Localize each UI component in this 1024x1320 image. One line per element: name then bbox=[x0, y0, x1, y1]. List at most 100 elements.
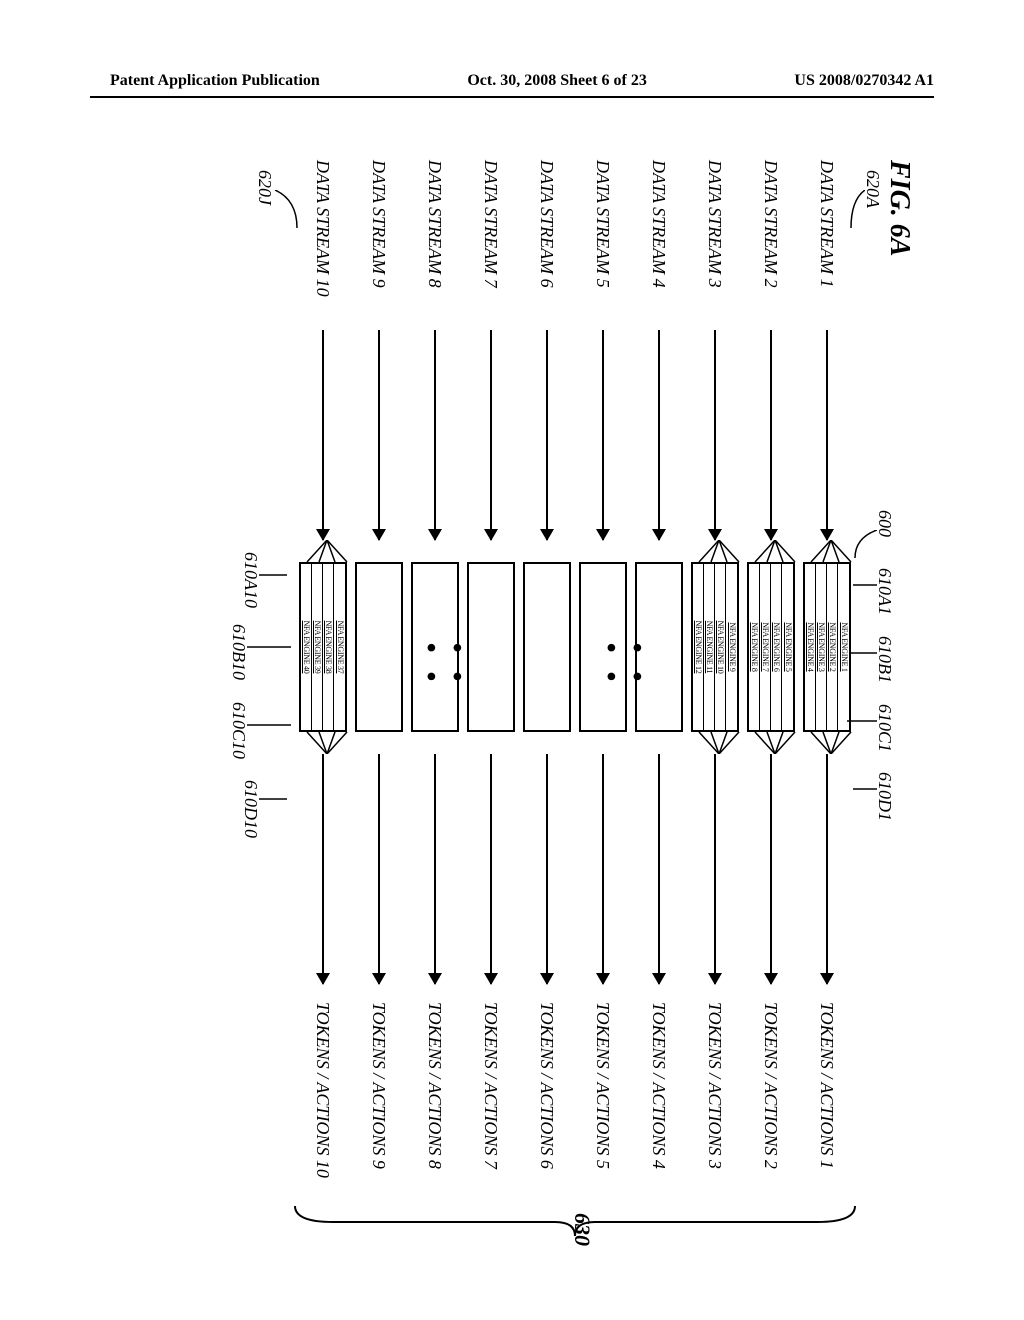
arrow-out bbox=[826, 754, 828, 984]
ref-610c10: 610C10 bbox=[228, 702, 249, 759]
data-stream-label: DATA STREAM 8 bbox=[425, 160, 446, 330]
lead-610d1 bbox=[853, 788, 877, 790]
lead-610d10 bbox=[259, 798, 287, 800]
arrow-out bbox=[434, 754, 436, 984]
fan-out bbox=[303, 732, 351, 754]
arrow-in bbox=[826, 330, 828, 540]
arrow-out bbox=[770, 754, 772, 984]
engine-block bbox=[355, 562, 403, 732]
arrow-in bbox=[658, 330, 660, 540]
arrow-in bbox=[490, 330, 492, 540]
data-stream-label: DATA STREAM 3 bbox=[705, 160, 726, 330]
page-header: Patent Application Publication Oct. 30, … bbox=[0, 72, 1024, 90]
arrow-in bbox=[602, 330, 604, 540]
nfa-engine: NFA ENGINE 8 bbox=[749, 564, 760, 730]
nfa-engine: NFA ENGINE 12 bbox=[693, 564, 704, 730]
arrow-out bbox=[602, 754, 604, 984]
fan-in bbox=[527, 540, 575, 562]
header-rule bbox=[90, 96, 934, 98]
header-left: Patent Application Publication bbox=[110, 72, 320, 90]
header-right: US 2008/0270342 A1 bbox=[794, 72, 934, 90]
lead-610a10 bbox=[259, 574, 287, 576]
fan-out bbox=[639, 732, 687, 754]
arrow-out bbox=[378, 754, 380, 984]
arrow-out bbox=[546, 754, 548, 984]
fan-out bbox=[359, 732, 407, 754]
tokens-actions-label: TOKENS / ACTIONS 6 bbox=[537, 984, 558, 1204]
fan-out bbox=[751, 732, 799, 754]
data-stream-label: DATA STREAM 5 bbox=[593, 160, 614, 330]
arrow-in bbox=[546, 330, 548, 540]
ref-600: 600 bbox=[874, 510, 895, 537]
stream-row: DATA STREAM 1NFA ENGINE 1NFA ENGINE 2NFA… bbox=[799, 160, 855, 1240]
fan-in bbox=[471, 540, 519, 562]
ref-610d1: 610D1 bbox=[874, 772, 895, 821]
ref-610a10: 610A10 bbox=[240, 552, 261, 608]
data-stream-label: DATA STREAM 2 bbox=[761, 160, 782, 330]
ref-630: 630 bbox=[569, 1213, 595, 1246]
nfa-engine: NFA ENGINE 37 bbox=[334, 564, 345, 730]
stream-row: DATA STREAM 2NFA ENGINE 5NFA ENGINE 6NFA… bbox=[743, 160, 799, 1240]
data-stream-label: DATA STREAM 4 bbox=[649, 160, 670, 330]
engine-block: NFA ENGINE 5NFA ENGINE 6NFA ENGINE 7NFA … bbox=[747, 562, 795, 732]
data-stream-label: DATA STREAM 1 bbox=[817, 160, 838, 330]
ref-610c1: 610C1 bbox=[874, 704, 895, 752]
nfa-engine: NFA ENGINE 39 bbox=[312, 564, 323, 730]
ref-610b10: 610B10 bbox=[228, 624, 249, 680]
fan-out bbox=[471, 732, 519, 754]
tokens-actions-label: TOKENS / ACTIONS 10 bbox=[313, 984, 334, 1204]
ellipsis-bottom: • • bbox=[451, 580, 461, 750]
data-stream-label: DATA STREAM 10 bbox=[313, 160, 334, 330]
tokens-actions-label: TOKENS / ACTIONS 7 bbox=[481, 984, 502, 1204]
figure-6a: FIG. 6A 620A 600 610A1 610B1 610C1 610D1… bbox=[0, 300, 1024, 1100]
nfa-engine: NFA ENGINE 3 bbox=[816, 564, 827, 730]
data-stream-label: DATA STREAM 9 bbox=[369, 160, 390, 330]
nfa-engine: NFA ENGINE 4 bbox=[805, 564, 816, 730]
lead-610b10 bbox=[247, 646, 291, 648]
nfa-engine: NFA ENGINE 6 bbox=[771, 564, 782, 730]
arrow-out bbox=[322, 754, 324, 984]
arrow-out bbox=[658, 754, 660, 984]
nfa-engine: NFA ENGINE 2 bbox=[827, 564, 838, 730]
data-stream-label: DATA STREAM 6 bbox=[537, 160, 558, 330]
fan-in bbox=[639, 540, 687, 562]
stream-row: DATA STREAM 5TOKENS / ACTIONS 5 bbox=[575, 160, 631, 1240]
fan-in bbox=[695, 540, 743, 562]
nfa-engine: NFA ENGINE 38 bbox=[323, 564, 334, 730]
lead-620j bbox=[273, 190, 303, 230]
tokens-actions-label: TOKENS / ACTIONS 3 bbox=[705, 984, 726, 1204]
fan-out bbox=[695, 732, 743, 754]
nfa-engine: NFA ENGINE 5 bbox=[782, 564, 793, 730]
nfa-engine: NFA ENGINE 10 bbox=[715, 564, 726, 730]
nfa-engine: NFA ENGINE 7 bbox=[760, 564, 771, 730]
nfa-engine: NFA ENGINE 1 bbox=[838, 564, 849, 730]
arrow-in bbox=[378, 330, 380, 540]
engine-block: NFA ENGINE 37NFA ENGINE 38NFA ENGINE 39N… bbox=[299, 562, 347, 732]
fan-in bbox=[751, 540, 799, 562]
stream-row: DATA STREAM 7TOKENS / ACTIONS 7 bbox=[463, 160, 519, 1240]
ellipsis-bottom2: • • bbox=[425, 580, 435, 750]
arrow-out bbox=[490, 754, 492, 984]
lead-610c10 bbox=[247, 724, 291, 726]
figure-label: FIG. 6A bbox=[883, 160, 915, 256]
fan-in bbox=[359, 540, 407, 562]
tokens-actions-label: TOKENS / ACTIONS 2 bbox=[761, 984, 782, 1204]
arrow-in bbox=[714, 330, 716, 540]
ref-610b1: 610B1 bbox=[874, 636, 895, 683]
arrow-in bbox=[770, 330, 772, 540]
tokens-actions-label: TOKENS / ACTIONS 8 bbox=[425, 984, 446, 1204]
fan-in bbox=[303, 540, 351, 562]
ref-620a: 620A bbox=[862, 170, 883, 208]
ellipsis-top: • • bbox=[631, 580, 641, 750]
stream-row: DATA STREAM 6 TOKENS / ACTIONS 6 bbox=[519, 160, 575, 1240]
ref-610a1: 610A1 bbox=[874, 568, 895, 615]
arrow-out bbox=[714, 754, 716, 984]
lead-610a1 bbox=[853, 584, 877, 586]
arrow-in bbox=[322, 330, 324, 540]
ellipsis-top2: • • bbox=[605, 580, 615, 750]
engine-block: NFA ENGINE 9NFA ENGINE 10NFA ENGINE 11NF… bbox=[691, 562, 739, 732]
nfa-engine: NFA ENGINE 11 bbox=[704, 564, 715, 730]
fan-in bbox=[415, 540, 463, 562]
fan-in bbox=[583, 540, 631, 562]
tokens-actions-label: TOKENS / ACTIONS 1 bbox=[817, 984, 838, 1204]
